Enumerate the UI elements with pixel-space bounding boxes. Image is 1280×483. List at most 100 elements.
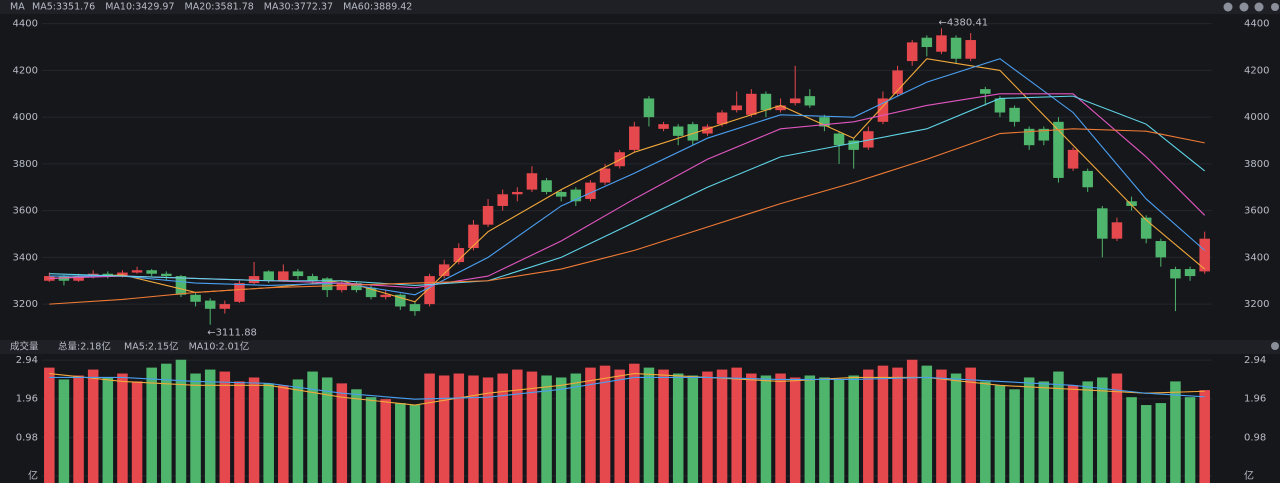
volume-bar [1126, 397, 1137, 483]
candle-body [892, 70, 903, 94]
volume-bar [482, 377, 494, 483]
candle-body [980, 89, 991, 94]
volume-bar [87, 369, 99, 483]
volume-bar [614, 369, 625, 483]
y-tick-label: 4400 [1244, 19, 1269, 30]
candle-body [541, 180, 552, 192]
candle-body [365, 287, 377, 298]
window-controls[interactable] [1223, 2, 1280, 351]
ma-line [49, 58, 1206, 296]
candle-body [672, 126, 684, 136]
volume-bar [702, 371, 713, 483]
y-tick-label: 3200 [1244, 299, 1269, 310]
volume-bar [73, 375, 84, 483]
candle-body [336, 283, 348, 291]
volume-bar [336, 383, 348, 483]
volume-bar [746, 373, 757, 483]
y-tick-label: 3400 [13, 252, 38, 263]
y-tick-label: 1.96 [16, 394, 38, 405]
volume-bar [204, 369, 216, 483]
candle-body [1155, 241, 1167, 258]
volume-bar [424, 373, 435, 483]
volume-bar [643, 367, 655, 483]
volume-bar [1111, 373, 1123, 483]
volume-bar [409, 405, 421, 483]
candle-body [102, 273, 114, 277]
y-tick-label: 4000 [13, 112, 38, 123]
candle-body [73, 276, 84, 281]
volume-bar [950, 373, 962, 483]
candle-body [380, 294, 391, 298]
candle-body [468, 224, 479, 249]
volume-bar [629, 363, 640, 483]
candle-body [760, 93, 772, 111]
ma-line [49, 95, 1206, 286]
volume-bar [44, 367, 55, 483]
extreme-annotation: ←4380.41 [938, 17, 988, 28]
volume-bar [292, 379, 304, 483]
y-tick-label: 0.98 [1244, 432, 1266, 443]
candle-body [1111, 222, 1123, 239]
volume-bar [1155, 403, 1167, 483]
candle-body [555, 191, 567, 197]
candle-body [629, 126, 640, 150]
candle-body [248, 276, 260, 284]
volume-bar [658, 369, 669, 483]
candle-body [848, 140, 859, 150]
volume-bar [672, 373, 684, 483]
y-tick-label: 3600 [13, 206, 38, 217]
volume-bar [863, 369, 874, 483]
candle-body [131, 270, 143, 273]
volume-bar [146, 367, 157, 483]
candle-body [789, 98, 801, 104]
candle-body [863, 131, 874, 148]
volume-bar [117, 373, 128, 483]
volume-bar [438, 375, 450, 483]
candle-body [351, 283, 362, 291]
candle-body [804, 96, 816, 106]
candle-body [146, 270, 157, 274]
volume-bar [936, 369, 947, 483]
volume-bar [906, 359, 918, 483]
volume-bar [731, 367, 742, 483]
y-tick-label: 4000 [1244, 112, 1269, 123]
candle-body [512, 191, 523, 195]
header-bar [0, 340, 1280, 354]
y-tick-label: 3600 [1244, 206, 1269, 217]
y-tick-label: 亿 [28, 469, 38, 482]
volume-bar [1067, 385, 1079, 483]
candle-body [1199, 238, 1210, 272]
legend-entry: MA20:3581.78 [185, 2, 254, 13]
candle-body [687, 124, 699, 141]
volume-bar [541, 375, 552, 483]
candle-body [906, 42, 918, 62]
candle-body [497, 194, 508, 206]
total-volume: 总量:2.18亿 [58, 341, 111, 353]
candle-body [1023, 128, 1035, 146]
candle-body [950, 37, 962, 59]
candle-body [219, 304, 231, 309]
y-tick-label: 4400 [13, 19, 38, 30]
volume-bar [58, 379, 70, 483]
volume-bar [1038, 381, 1050, 483]
volume-bar [1140, 405, 1152, 483]
volume-bar [248, 377, 260, 483]
volume-bar [1184, 397, 1196, 483]
extreme-annotation: ←3111.88 [207, 328, 257, 339]
volume-bar [307, 371, 318, 483]
volume-bar [789, 377, 801, 483]
candle-body [570, 189, 582, 202]
candle-body [746, 93, 757, 115]
candle-body [395, 294, 406, 307]
candle-body [234, 283, 245, 302]
candle-body [877, 98, 889, 122]
y-tick-label: 0.98 [16, 432, 38, 443]
volume-bar [585, 367, 596, 483]
ma-line [49, 372, 1205, 406]
candle-body [702, 126, 713, 134]
candle-body [526, 173, 538, 190]
ma-line [49, 58, 1206, 303]
legend-entry: MA5:2.15亿 [124, 341, 179, 353]
legend-entry: MA10:2.01亿 [189, 341, 250, 353]
volume-bar [994, 385, 1006, 483]
